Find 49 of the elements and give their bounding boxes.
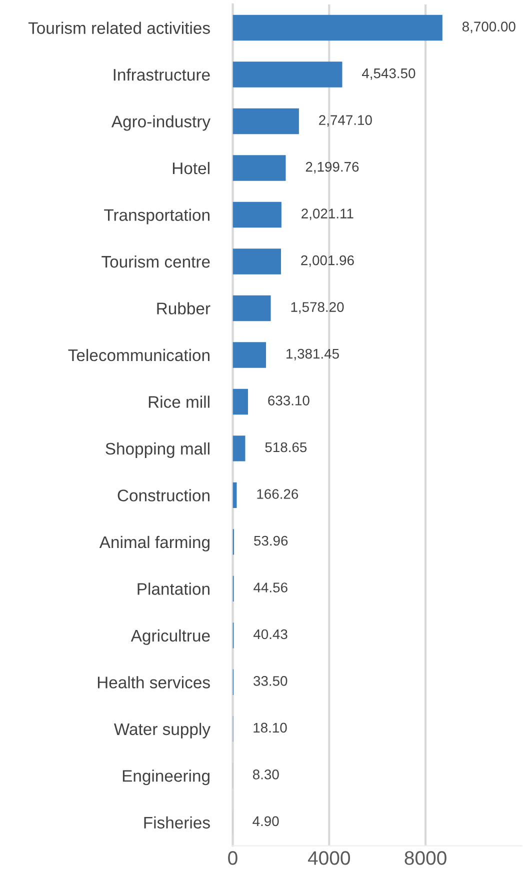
data-label: 8,700.00 xyxy=(462,22,516,34)
bar xyxy=(232,248,281,274)
data-label: 33.50 xyxy=(254,676,288,686)
y-tick-label: Health services xyxy=(98,676,210,688)
y-tick-label: Shopping mall xyxy=(106,442,210,458)
y-tick-label: Fisheries xyxy=(144,816,210,829)
y-tick-label: Transportation xyxy=(104,208,210,224)
y-tick-label: Infrastructure xyxy=(114,68,210,81)
y-tick-label: Rubber xyxy=(157,302,210,314)
data-label: 8.30 xyxy=(252,770,279,780)
data-label: 2,001.96 xyxy=(301,255,354,267)
data-label: 53.96 xyxy=(254,536,288,546)
data-label: 518.65 xyxy=(265,442,307,452)
data-label: 4.90 xyxy=(252,816,279,826)
y-tick-label: Construction xyxy=(118,489,210,502)
bar xyxy=(232,342,266,368)
bar xyxy=(232,436,246,462)
data-label: 2,199.76 xyxy=(306,162,359,174)
y-tick-label: Animal farming xyxy=(99,536,210,552)
y-tick-label: Telecommunication xyxy=(68,348,210,362)
data-label: 633.10 xyxy=(268,396,310,406)
y-tick-label: Water supply xyxy=(114,722,210,738)
bar xyxy=(232,295,271,322)
data-label: 2,021.11 xyxy=(302,208,354,220)
y-tick-label: Tourism related activities xyxy=(28,22,210,34)
y-tick-label: Hotel xyxy=(172,162,210,174)
y-tick-label: Tourism centre xyxy=(102,255,210,268)
bar xyxy=(232,155,286,181)
data-label: 4,543.50 xyxy=(362,68,416,80)
bar xyxy=(232,202,282,228)
y-tick-label: Agricultrue xyxy=(130,629,210,645)
data-label: 44.56 xyxy=(254,582,288,592)
bar xyxy=(232,62,342,88)
bar xyxy=(232,108,299,134)
x-tick-label: 4000 xyxy=(308,851,350,865)
data-label: 2,747.10 xyxy=(319,115,372,127)
x-tick-label: 0 xyxy=(228,851,238,865)
data-label: 166.26 xyxy=(257,489,298,499)
bar xyxy=(232,14,442,41)
data-label: 1,578.20 xyxy=(291,302,344,314)
y-tick-label: Plantation xyxy=(138,582,210,595)
y-tick-label: Engineering xyxy=(122,770,210,786)
data-label: 1,381.45 xyxy=(286,348,339,360)
y-tick-label: Agro-industry xyxy=(111,115,210,131)
y-tick-label: Rice mill xyxy=(148,396,210,408)
data-label: 18.10 xyxy=(254,722,287,733)
bar xyxy=(232,388,248,415)
data-label: 40.43 xyxy=(253,629,288,640)
x-tick-label: 8000 xyxy=(404,851,446,865)
